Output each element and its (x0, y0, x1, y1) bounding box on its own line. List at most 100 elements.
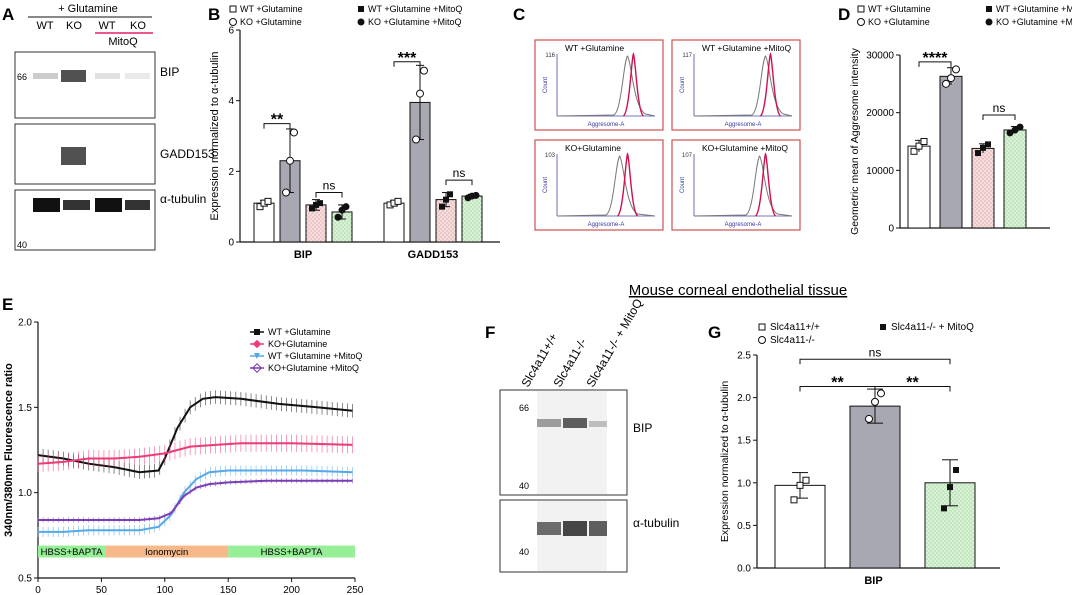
e-y-tick-label-0: 0.5 (18, 574, 32, 585)
panel-g-letter: G (708, 323, 721, 342)
c-plot-title-3: KO+Glutamine +MitoQ (702, 143, 788, 153)
b-legend-marker-1 (229, 18, 237, 26)
panel-e-chart: 0.5 1.0 1.5 2.0 0 50 100 150 200 250 340nm/380nm F… (3, 318, 364, 595)
blot-a-bip-band-ko-mitoq (125, 73, 150, 79)
e-y-tick-label-3: 2.0 (18, 318, 32, 329)
b-sig-label-3: ns (453, 166, 466, 180)
blot-a-bip-band-wt-mitoq (95, 73, 120, 79)
c-plot-xlabel-1: Aggresome-A (725, 122, 762, 128)
panel-f-letter: F (485, 323, 495, 342)
b-point-BIP-2-1 (313, 201, 319, 208)
g-point-1-2 (877, 389, 885, 398)
b-y-tick-label-2: 4 (228, 96, 234, 107)
panel-e-letter: E (2, 295, 13, 314)
blot-f-tub-band-3 (589, 521, 607, 536)
b-point-GADD153-0-2 (394, 197, 402, 205)
g-point-0-2 (802, 476, 810, 484)
e-phase-bar-0 (38, 545, 106, 558)
e-x-tick-label-1: 50 (96, 585, 108, 595)
b-x-label-0: BIP (294, 249, 312, 261)
blot-a-bip-band-wt (33, 73, 58, 79)
g-point-2-0 (941, 505, 947, 512)
d-sig-bracket-0 (918, 61, 952, 67)
panel-b-legend: WT +Glutamine KO +Glutamine WT +Glutamine … (229, 4, 462, 27)
panel-a-lane-4: KO (130, 20, 146, 32)
b-y-tick-label-3: 6 (228, 26, 234, 37)
e-x-tick-label-4: 200 (283, 585, 300, 595)
b-point-BIP-1-2 (290, 128, 298, 137)
panel-d-letter: D (838, 5, 850, 24)
g-sig-label-0: ** (831, 375, 844, 392)
g-legend-marker-0 (758, 323, 766, 331)
b-sig-bracket-2 (393, 61, 421, 67)
c-plot-xlabel-3: Aggresome-A (725, 222, 762, 228)
panel-f-lane-3: Slc4a11-/- + MitoQ (583, 296, 645, 389)
d-bar-3 (1003, 129, 1027, 229)
b-legend-label-3: KO +Glutamine +MitoQ (368, 17, 462, 27)
c-plot-ylabel-2: Count (543, 177, 549, 193)
c-plot-curve-red-1 (759, 52, 782, 117)
e-series-line-0 (37, 396, 353, 474)
d-point-3-2 (1016, 123, 1024, 131)
e-x-tick-label-5: 250 (347, 585, 364, 595)
d-y-label: Geometric mean of Aggresome intensity (849, 47, 861, 235)
panel-a-mitoq-label: MitoQ (108, 36, 138, 48)
d-point-0-0 (910, 147, 918, 155)
e-series-line-3 (38, 479, 353, 521)
blot-a-mw-40: 40 (17, 240, 27, 250)
c-plot-ymax-1: 117 (682, 53, 692, 59)
b-bar-GADD153-3 (461, 195, 483, 243)
e-legend-label-1: KO+Glutamine (268, 339, 327, 349)
d-y-tick-label-3: 30000 (866, 51, 894, 62)
d-sig-label-1: ns (993, 101, 1006, 115)
g-point-0-1 (796, 481, 804, 489)
c-plot-ymax-2: 103 (545, 153, 556, 159)
d-point-1-1 (947, 74, 955, 83)
d-y-tick-label-1: 10000 (866, 166, 894, 177)
panel-b-chart: 0 2 4 6 Expression normalized to α-tubulin BI… (209, 26, 500, 261)
d-point-0-2 (920, 138, 928, 145)
d-legend-marker-0 (857, 5, 865, 13)
e-x-tick-label-3: 150 (220, 585, 237, 595)
blot-f-mw-40: 40 (519, 481, 529, 491)
panel-a-lane-2: KO (66, 20, 82, 32)
e-y-tick-label-1: 1.0 (18, 488, 32, 499)
e-phase-label-0: HBSS+BAPTA (41, 547, 104, 558)
blot-f-mw-66: 66 (519, 403, 529, 413)
d-sig-label-0: **** (923, 50, 949, 67)
d-legend-label-3: KO +Glutamine +MitoQ (996, 17, 1072, 27)
b-point-BIP-1-0 (282, 188, 290, 197)
c-plot-title-2: KO+Glutamine (565, 143, 621, 153)
b-point-GADD153-2-1 (443, 196, 449, 203)
c-plot-ylabel-1: Count (680, 77, 686, 93)
b-sig-label-1: ns (323, 179, 336, 193)
c-plot-xlabel-2: Aggresome-A (588, 222, 625, 228)
e-phase-bar-1 (105, 545, 229, 558)
d-point-2-1 (980, 144, 986, 151)
blot-f-mw-40b: 40 (519, 547, 529, 557)
panel-a-lane-3: WT (98, 20, 115, 32)
e-phase-label-2: HBSS+BAPTA (261, 547, 324, 558)
panel-a-header: + Glutamine (58, 3, 118, 15)
blot-a-tub-band-4 (125, 200, 150, 210)
d-legend-label-0: WT +Glutamine (868, 4, 931, 14)
g-y-tick-label-5: 2.5 (737, 351, 751, 362)
g-sig-label-1: ** (906, 375, 919, 392)
blot-a-mw-66: 66 (17, 72, 27, 82)
g-point-2-1 (947, 484, 953, 491)
panel-g-chart: 0.0 0.5 1.0 1.5 2.0 2.5 Expression normalized … (719, 345, 1000, 587)
blot-f-bip-band-1 (537, 419, 561, 427)
blot-f-tub-band-2 (563, 521, 587, 536)
b-legend-label-2: WT +Glutamine +MitoQ (368, 4, 462, 14)
g-legend-label-1: Slc4a11-/- (770, 335, 815, 346)
blot-a-label-gadd: GADD153 (160, 147, 215, 161)
c-plot-curve-grey-2 (556, 155, 656, 217)
panel-d-legend: WT +Glutamine KO +Glutamine WT +Glutamine … (857, 4, 1072, 27)
blot-a-label-tubulin: α-tubulin (160, 192, 206, 206)
blot-a-tub-band-1 (33, 198, 60, 212)
b-sig-bracket-0 (263, 123, 291, 129)
g-y-tick-label-3: 1.5 (737, 436, 751, 447)
e-series-line-1 (37, 442, 353, 465)
